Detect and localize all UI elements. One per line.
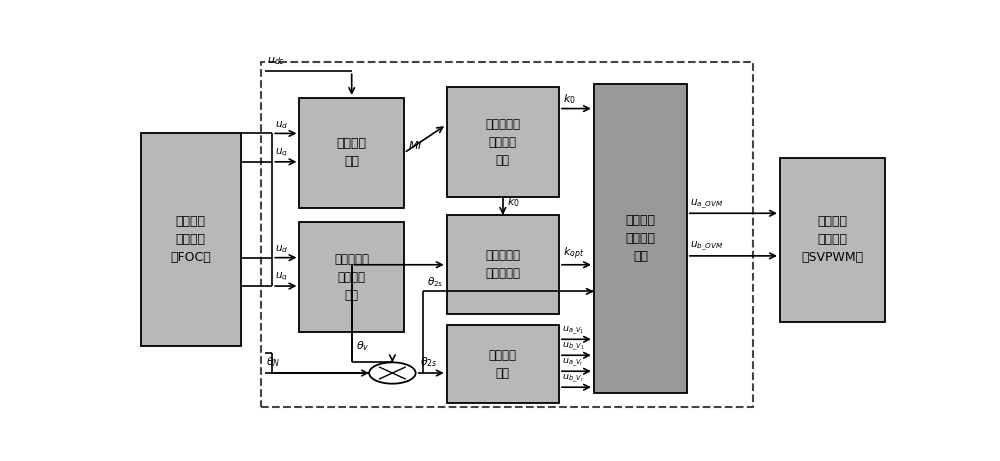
Text: $u_{b\_V_r}$: $u_{b\_V_r}$ [562, 372, 584, 385]
Text: $\theta_{2s}$: $\theta_{2s}$ [420, 356, 437, 369]
Text: 目标电压
矢量计算
（FOC）: 目标电压 矢量计算 （FOC） [170, 215, 211, 265]
Bar [447, 87, 559, 197]
Text: $u_{b\_OVM}$: $u_{b\_OVM}$ [690, 240, 724, 254]
Bar [261, 62, 753, 407]
Bar [299, 222, 404, 332]
Text: $u_q$: $u_q$ [275, 147, 288, 159]
Text: $k_0$: $k_0$ [563, 92, 576, 106]
Text: $u_d$: $u_d$ [275, 119, 289, 130]
Text: $u_{b\_V_1}$: $u_{b\_V_1}$ [562, 341, 585, 353]
Text: $u_{dc}$: $u_{dc}$ [267, 55, 285, 67]
Bar [140, 133, 241, 346]
Text: 调制系数
计算: 调制系数 计算 [337, 137, 367, 168]
Text: $\theta_N$: $\theta_N$ [266, 356, 280, 369]
Bar [299, 98, 404, 208]
Text: $u_d$: $u_d$ [275, 243, 289, 255]
Text: $k_{opt}$: $k_{opt}$ [563, 246, 584, 262]
Text: $\theta_{2s}$: $\theta_{2s}$ [427, 275, 444, 289]
Bar [447, 325, 559, 403]
Text: $\theta_v$: $\theta_v$ [356, 340, 369, 354]
Text: 目标电压矢
量相位角
计算: 目标电压矢 量相位角 计算 [334, 253, 369, 301]
Text: 参考电压
矢量加权
计算: 参考电压 矢量加权 计算 [625, 213, 655, 263]
Text: $MI$: $MI$ [408, 139, 422, 151]
Text: $u_{a\_V_r}$: $u_{a\_V_r}$ [562, 356, 584, 369]
Text: 空间矢量
脉宽调制
（SVPWM）: 空间矢量 脉宽调制 （SVPWM） [801, 215, 863, 265]
Bar [594, 84, 687, 393]
Text: $k_0$: $k_0$ [507, 195, 520, 209]
Text: 叠加权重因
子初始值
计算: 叠加权重因 子初始值 计算 [485, 118, 520, 167]
Text: $u_{a\_OVM}$: $u_{a\_OVM}$ [690, 198, 723, 211]
Text: $u_q$: $u_q$ [275, 271, 288, 283]
Bar [780, 158, 885, 322]
Bar [447, 215, 559, 314]
Text: $u_{a\_V_1}$: $u_{a\_V_1}$ [562, 325, 585, 337]
Text: 加权分量
计算: 加权分量 计算 [489, 349, 517, 380]
Text: 叠加权重因
子优化计算: 叠加权重因 子优化计算 [485, 249, 520, 280]
